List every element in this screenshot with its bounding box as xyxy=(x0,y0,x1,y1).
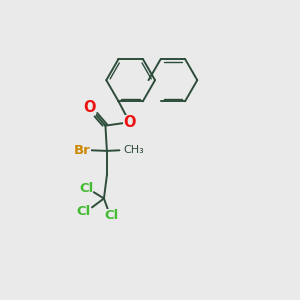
Text: Br: Br xyxy=(74,144,91,157)
Text: Cl: Cl xyxy=(76,205,91,218)
Text: CH₃: CH₃ xyxy=(124,145,145,155)
Text: O: O xyxy=(124,115,136,130)
Text: O: O xyxy=(83,100,96,115)
Text: Cl: Cl xyxy=(104,209,118,222)
Text: Cl: Cl xyxy=(79,182,93,195)
